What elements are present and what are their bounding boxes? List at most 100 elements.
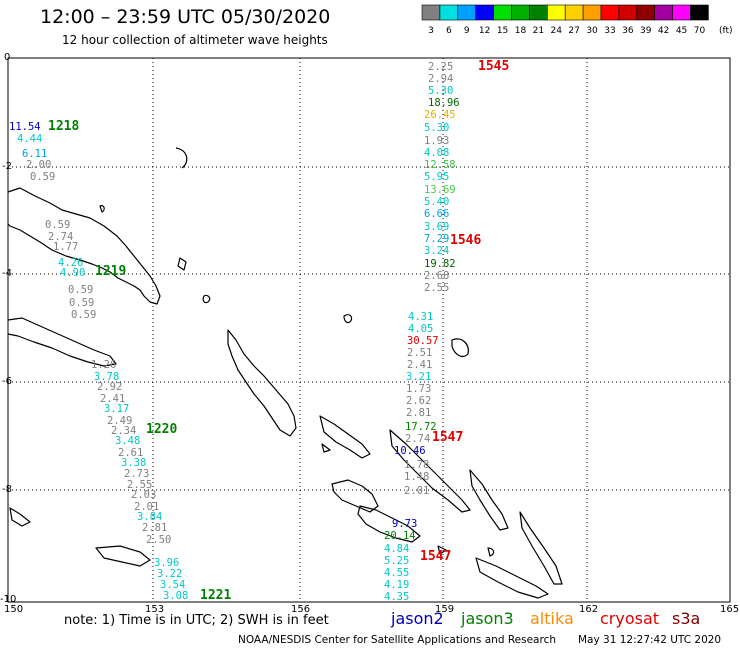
wave-height-value: 17.72 [405, 421, 437, 433]
pass-label: 1547 [420, 549, 452, 564]
wave-height-value: 4.08 [424, 147, 450, 159]
wave-height-value: 3.08 [163, 590, 189, 602]
wave-height-value: 3.84 [137, 511, 163, 523]
satellite-s3a: s3a [672, 609, 701, 628]
legend-value: 12 [479, 26, 490, 36]
coastline-islet-e [99, 205, 105, 213]
page-title: 12:00 – 23:59 UTC 05/30/2020 [40, 6, 331, 28]
wave-height-value: 2.51 [407, 347, 433, 359]
wave-height-value: 1.73 [406, 383, 432, 395]
wave-height-value: 3.38 [121, 457, 147, 469]
lat-tick-m10: -10 [0, 594, 17, 605]
satellite-jason3: jason3 [461, 609, 514, 628]
coastline-malaita [469, 469, 509, 531]
legend-unit: (ft) [719, 26, 733, 36]
legend-value: 42 [658, 26, 669, 36]
wave-height-value: 2.01 [134, 501, 160, 513]
wave-height-value: 12.58 [424, 159, 456, 171]
wave-height-value: 2.74 [48, 231, 74, 243]
wave-height-value: 2.73 [124, 468, 150, 480]
legend-swatch [690, 4, 709, 21]
wave-height-value: 0.59 [45, 219, 71, 231]
wave-height-value: 2.03 [131, 489, 157, 501]
satellite-altika: altika [530, 609, 574, 628]
legend-value: 39 [640, 26, 652, 36]
wave-height-value: 13.69 [424, 184, 456, 196]
generated-timestamp: May 31 12:27:42 UTC 2020 [578, 634, 722, 646]
coastlines [7, 147, 563, 599]
wave-height-value: 10.46 [394, 445, 426, 457]
wave-height-value: 3.96 [154, 557, 180, 569]
pass-label: 1218 [48, 119, 80, 134]
wave-height-value: 5.40 [424, 196, 450, 208]
credit-text: NOAA/NESDIS Center for Satellite Applica… [238, 634, 556, 646]
legend-value: 24 [551, 26, 563, 36]
color-legend: 3 6 9 12 15 18 21 24 27 30 33 36 39 42 45 70 (ft) [421, 4, 733, 36]
coastline-islet-d [202, 294, 211, 304]
lon-tick-153: 153 [145, 604, 165, 615]
wave-height-value: 3.22 [157, 568, 183, 580]
wave-height-value: 0.59 [71, 309, 97, 321]
wave-height-value: 2.49 [107, 415, 133, 427]
wave-height-value: 5.25 [384, 555, 410, 567]
wave-height-value: 1.93 [424, 135, 450, 147]
satellite-cryosat: cryosat [600, 609, 660, 628]
wave-height-value: 5.95 [424, 171, 450, 183]
page-subtitle: 12 hour collection of altimeter wave hei… [62, 33, 328, 47]
lon-tick-165: 165 [720, 604, 740, 615]
lon-tick-162: 162 [579, 604, 599, 615]
wave-height-value: 2.41 [407, 359, 433, 371]
lat-tick-m2: -2 [2, 161, 12, 172]
wave-height-value: 4.35 [384, 591, 410, 603]
wave-height-value: 4.05 [408, 323, 434, 335]
wave-height-value: 5.30 [428, 85, 454, 97]
lon-tick-159: 159 [435, 604, 455, 615]
coastline-santa-isabel [389, 429, 471, 513]
wave-height-value: 2.25 [428, 61, 454, 73]
legend-value: 45 [676, 26, 687, 36]
wave-height-value: 30.57 [407, 335, 439, 347]
legend-value: 33 [604, 26, 615, 36]
wave-height-value: 4.84 [384, 543, 410, 555]
wave-height-value: 20.14 [384, 530, 416, 542]
wave-height-value: 3.24 [424, 245, 450, 257]
wave-height-value: 4.44 [17, 133, 43, 145]
pass-label: 1220 [146, 422, 178, 437]
coastline-islet-h [487, 547, 495, 557]
lon-tick-150: 150 [4, 604, 24, 615]
coastline-louisiade [95, 545, 151, 567]
legend-value: 3 [428, 26, 434, 36]
coastline-choiseul [319, 415, 371, 459]
wave-height-value: 4.19 [384, 579, 410, 591]
wave-height-value: 1.48 [404, 471, 430, 483]
wave-height-value: 3.78 [94, 371, 120, 383]
wave-height-value: 2.61 [118, 447, 144, 459]
legend-value: 30 [586, 26, 598, 36]
wave-height-value: 2.94 [428, 73, 454, 85]
wave-height-value: 3.54 [160, 579, 186, 591]
wave-height-value: 1.78 [404, 459, 430, 471]
lat-lon-grid [8, 58, 730, 602]
coastline-new-ireland [177, 257, 187, 271]
wave-height-value: 11.54 [9, 121, 41, 133]
wave-height-value: 2.50 [146, 534, 172, 546]
wave-height-value: 6.66 [424, 208, 450, 220]
pass-label: 1545 [478, 59, 510, 74]
wave-height-value: 3.21 [406, 371, 432, 383]
wave-height-value: 2.68 [424, 270, 450, 282]
wave-height-value: 2.92 [97, 381, 123, 393]
wave-height-value: 4.90 [60, 267, 86, 279]
wave-height-value: 2.81 [406, 407, 432, 419]
wave-height-value: 0.59 [30, 171, 56, 183]
pass-label: 1547 [432, 430, 464, 445]
wave-height-value: 0.59 [69, 297, 95, 309]
wave-height-value: 2.00 [26, 159, 52, 171]
satellite-jason2: jason2 [391, 609, 444, 628]
coastline-new-guinea-north [7, 187, 161, 305]
wave-height-value: 2.55 [127, 479, 153, 491]
lat-tick-m4: -4 [2, 268, 12, 279]
wave-height-value: 2.81 [142, 522, 168, 534]
coastline-islet-g [437, 545, 447, 555]
legend-value: 36 [622, 26, 634, 36]
